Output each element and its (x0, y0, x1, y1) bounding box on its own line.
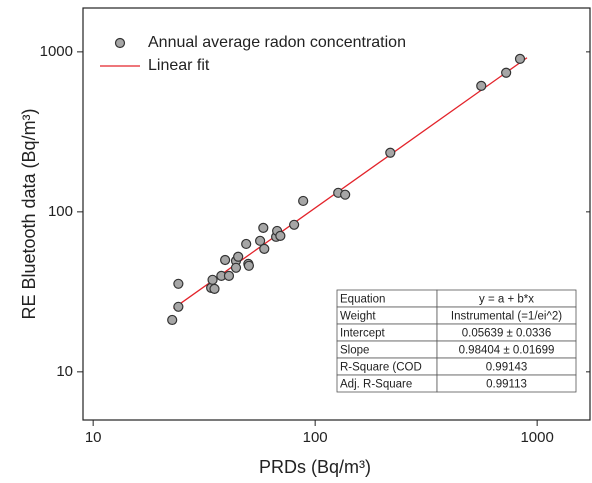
x-axis-label: PRDs (Bq/m³) (259, 457, 371, 477)
data-point (209, 283, 220, 294)
x-tick-label: 100 (303, 429, 328, 446)
data-point (230, 262, 242, 273)
data-point (173, 301, 184, 312)
table-cell (436, 374, 577, 393)
data-point (223, 270, 235, 281)
table-text: Instrumental (=1/ei^2) (451, 311, 562, 323)
data-point (476, 80, 487, 91)
data-point (243, 260, 255, 271)
data-point (258, 222, 269, 233)
legend-swatch (114, 37, 126, 49)
table-text: 0.99143 (486, 362, 528, 374)
table-text: 0.99113 (486, 379, 527, 391)
y-tick-label: 100 (48, 203, 73, 220)
data-point (340, 189, 351, 200)
plot-frame (82, 7, 591, 421)
y-tick-label: 1000 (40, 43, 73, 60)
legend-label: Annual average radon concentration (148, 34, 406, 51)
data-point (501, 67, 512, 78)
table-text: 0.98404 ± 0.01699 (459, 345, 555, 357)
data-point (241, 238, 252, 250)
data-point (275, 230, 286, 241)
y-axis-label: RE Bluetooth data (Bq/m³) (19, 108, 39, 319)
table-text: Equation (340, 294, 385, 306)
table-text: Weight (340, 311, 376, 323)
data-point (220, 254, 231, 266)
table-text: y = a + b*x (479, 294, 534, 306)
data-point (514, 53, 526, 64)
table-text: 0.05639 ± 0.0336 (462, 328, 551, 340)
data-point (385, 147, 396, 158)
legend-label: Linear fit (148, 57, 210, 74)
table-text: Slope (340, 345, 369, 357)
table-text: R-Square (COD (340, 362, 422, 374)
data-point (167, 314, 178, 326)
data-point (298, 195, 309, 207)
table-text: Adj. R-Square (340, 379, 412, 391)
x-tick-label: 10 (85, 429, 102, 446)
data-point (255, 235, 266, 246)
y-tick-label: 10 (56, 363, 73, 380)
data-point (289, 219, 300, 230)
fit-line (173, 57, 528, 309)
data-point (259, 243, 270, 254)
data-point (173, 278, 184, 289)
x-tick-label: 1000 (520, 429, 553, 446)
table-text: Intercept (340, 328, 386, 340)
data-point (233, 251, 244, 262)
data-point (207, 274, 218, 285)
